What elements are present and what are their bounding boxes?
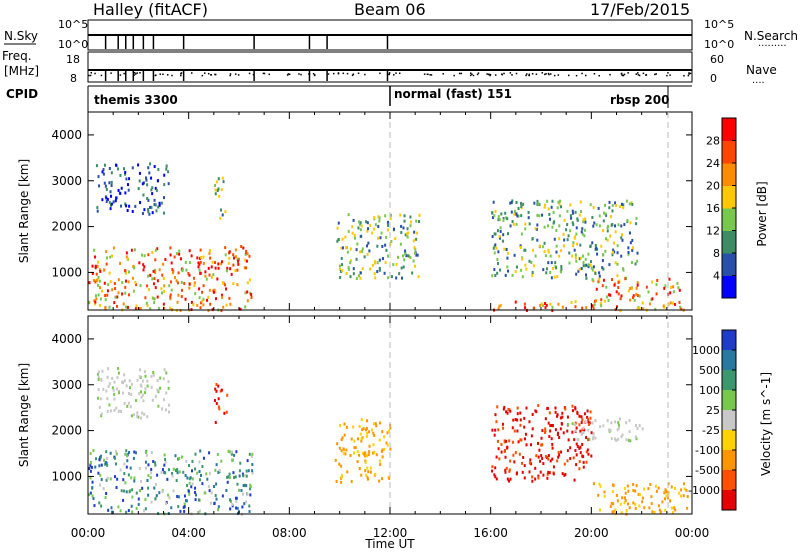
colorbar-swatch [722,430,736,451]
colorbar-tick-label: 16 [706,202,720,215]
colorbar-tick-label: 12 [706,225,720,238]
power-panel [87,111,693,311]
y-tick-label: 4000 [51,128,82,142]
x-tick-label: 16:00 [473,526,508,540]
x-tick-label: 08:00 [272,526,307,540]
velocity-colorbar: 1000 500 100 25 -25 -100 -500 -1000 [688,329,737,511]
power-colorbar: 4 8 12 16 20 24 28 [706,117,737,299]
colorbar-swatch [722,490,736,511]
colorbar-swatch [722,410,736,431]
scatter-layer [88,162,689,516]
colorbar-swatch [722,390,736,411]
colorbar-tick-label: 20 [706,180,720,193]
x-axis-label: Time UT [364,537,415,551]
x-tick-label: 04:00 [171,526,206,540]
nave-tick-top: 60 [710,53,724,66]
colorbar-tick-label: 8 [713,247,720,260]
parameter-traces [88,34,692,81]
nsearch-tick-top: 10^5 [704,18,734,31]
nsky-tick-top: 10^5 [58,18,88,31]
colorbar-tick-label: 28 [706,135,720,148]
y-tick-label: 1000 [51,265,82,279]
colorbar-swatch [722,350,736,371]
cpid-segment-themis: themis 3300 [94,93,178,107]
nsky-tick-bottom: 10^0 [58,38,88,51]
x-tick-label: 00:00 [71,526,106,540]
velocity-ylabel: Slant Range [km] [17,363,31,467]
colorbar-swatch [722,185,736,209]
date-title: 17/Feb/2015 [590,0,690,19]
cpid-label: CPID [6,87,38,101]
colorbar-swatch [722,253,736,276]
y-tick-label: 3000 [51,378,82,392]
freq-label-2: [MHz] [4,64,39,78]
radar-title: Halley (fitACF) [93,0,208,19]
colorbar-tick-label: -1000 [688,484,720,497]
freq-label-1: Freq. [2,49,32,63]
colorbar-swatch [722,163,736,186]
beam-title: Beam 06 [354,0,426,19]
colorbar-tick-label: 1000 [692,344,720,357]
svg-text:····: ···· [752,78,765,89]
freq-tick-top: 18 [66,53,80,66]
nsky-label: N.Sky [4,29,38,43]
freq-panel [87,51,693,83]
colorbar-tick-label: 25 [706,404,720,417]
colorbar-swatch [722,208,736,231]
cpid-segment-normal: normal (fast) 151 [394,87,512,101]
y-tick-label: 3000 [51,174,82,188]
y-tick-label: 1000 [51,469,82,483]
colorbar-tick-label: 500 [699,364,720,377]
power-ylabel: Slant Range [km] [17,159,31,263]
x-tick-label: 20:00 [574,526,609,540]
colorbar-tick-label: 4 [713,270,720,283]
colorbar-swatch [722,470,736,491]
colorbar-tick-label: -25 [702,424,720,437]
y-tick-label: 2000 [51,220,82,234]
nsearch-label: N.Search [744,29,798,43]
nsearch-tick-bottom: 10^0 [704,38,734,51]
colorbar-swatch [722,450,736,471]
x-tick-label: 12:00 [373,526,408,540]
y-tick-label: 2000 [51,424,82,438]
colorbar-tick-label: 100 [699,384,720,397]
colorbar-swatch [722,230,736,254]
axes-ticks: 1000 2000 3000 4000 1000 2000 3000 4000 00:00 04:… [51,112,709,540]
freq-tick-bottom: 8 [70,72,77,85]
svg-text:·········: ········· [758,41,787,52]
colorbar-tick-label: -500 [695,464,720,477]
power-cbar-label: Power [dB] [755,181,769,246]
colorbar-tick-label: 24 [706,157,720,170]
nave-label: Nave [746,63,777,77]
nave-tick-bottom: 0 [710,72,717,85]
colorbar-swatch [722,330,736,351]
colorbar-swatch [722,140,736,164]
colorbar-tick-label: -100 [695,444,720,457]
y-tick-label: 4000 [51,332,82,346]
cpid-segment-rbsp: rbsp 200 [610,93,669,107]
colorbar-swatch [722,370,736,391]
velocity-cbar-label: Velocity [m s^-1] [759,372,773,476]
x-tick-label: 00:00 [675,526,710,540]
colorbar-swatch [722,118,736,141]
colorbar-swatch [722,275,736,299]
